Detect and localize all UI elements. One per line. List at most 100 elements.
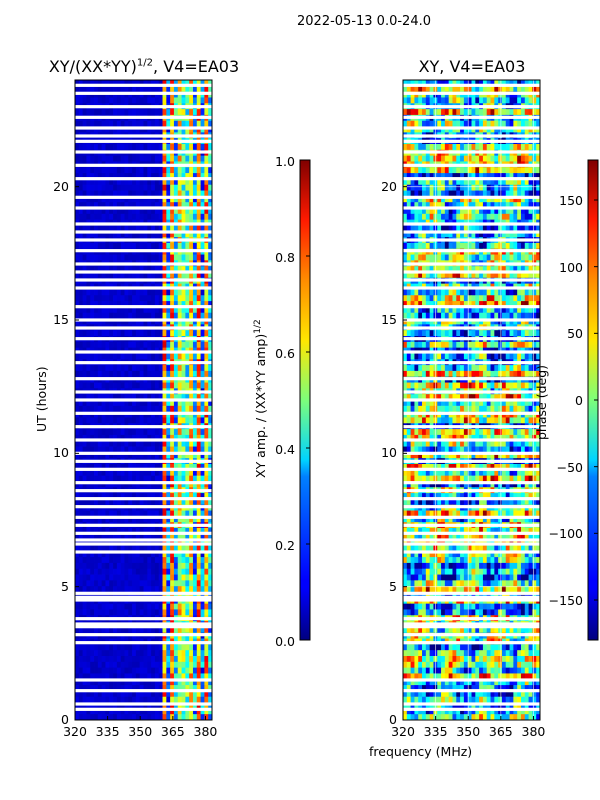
phase-cell: [418, 184, 423, 191]
phase-cell: [486, 173, 491, 180]
amp-cell: [196, 493, 201, 500]
amp-cell: [170, 365, 175, 372]
amp-cell: [143, 475, 148, 482]
amp-cell: [78, 80, 84, 87]
amp-cell: [196, 592, 201, 599]
amp-cell: [75, 469, 80, 477]
amp-cell: [170, 196, 175, 203]
amp-cell: [158, 353, 163, 360]
amp-cell: [109, 254, 114, 261]
phase-cell: [467, 167, 472, 174]
amp-cell: [120, 196, 125, 203]
amp-cell: [208, 341, 213, 349]
amp-cell: [97, 679, 103, 686]
phase-cell: [437, 80, 442, 87]
flagged-row: [75, 126, 212, 130]
amp-cell: [185, 318, 190, 325]
amp-cell: [196, 626, 201, 634]
phase-cell: [501, 80, 507, 87]
amp-cell: [147, 562, 152, 570]
amp-cell: [90, 266, 95, 273]
amp-cell: [208, 109, 213, 116]
amp-cell: [116, 353, 122, 360]
amp-cell: [154, 690, 160, 698]
amp-cell: [101, 80, 106, 87]
phase-cell: [406, 144, 412, 151]
amp-cell: [147, 452, 152, 459]
amp-cell: [135, 481, 141, 488]
amp-cell: [196, 120, 201, 127]
amp-cell: [132, 394, 137, 401]
amp-cell: [113, 295, 118, 302]
amp-cell: [132, 417, 137, 424]
amp-cell: [94, 318, 99, 325]
amp-cell: [158, 580, 163, 587]
amp-cell: [116, 155, 122, 162]
amp-cell: [208, 405, 213, 413]
amp-cell: [139, 301, 144, 308]
amp-cell: [147, 446, 152, 453]
amp-cell: [173, 656, 179, 663]
amp-cell: [204, 405, 209, 413]
amp-cell: [173, 644, 179, 651]
phase-cell: [513, 213, 518, 221]
amp-cell: [113, 289, 118, 296]
phase-cell: [524, 173, 529, 180]
amp-cell: [151, 301, 156, 308]
amp-cell: [154, 97, 160, 104]
amp-cell: [135, 167, 141, 174]
amp-cell: [82, 673, 87, 680]
amp-cell: [94, 551, 99, 558]
amp-cell: [173, 498, 179, 506]
phase-cell: [528, 126, 533, 133]
amp-cell: [189, 551, 194, 558]
amp-cell: [204, 97, 209, 104]
amp-cell: [116, 516, 122, 523]
amp-cell: [94, 626, 99, 634]
amp-cell: [204, 626, 209, 634]
amp-cell: [158, 650, 163, 657]
phase-cell: [429, 190, 434, 197]
amp-cell: [196, 603, 201, 610]
amp-cell: [139, 481, 144, 488]
amp-cell: [139, 580, 144, 587]
amp-cell: [75, 266, 80, 273]
amp-cell: [189, 400, 194, 407]
amp-cell: [185, 231, 190, 238]
amp-cell: [109, 85, 114, 93]
amp-cell: [208, 603, 213, 610]
amp-cell: [128, 603, 133, 610]
amp-cell: [90, 120, 95, 127]
amp-cell: [200, 440, 205, 447]
phase-cell: [414, 126, 419, 133]
amp-cell: [124, 545, 129, 552]
amp-cell: [189, 295, 194, 302]
amp-cell: [82, 586, 87, 593]
phase-cell: [452, 109, 457, 116]
amp-cell: [151, 626, 156, 634]
amp-cell: [90, 190, 95, 197]
flagged-row: [75, 177, 212, 181]
amp-cell: [151, 289, 156, 296]
amp-cell: [101, 365, 106, 372]
phase-cell: [524, 202, 529, 209]
amp-cell: [101, 213, 106, 221]
amp-cell: [143, 644, 148, 651]
phase-cell: [498, 167, 503, 174]
amp-cell: [132, 708, 137, 715]
amp-cell: [200, 667, 205, 674]
amp-cell: [177, 254, 182, 261]
amp-cell: [78, 301, 84, 308]
amp-cell: [154, 510, 160, 517]
amp-cell: [189, 708, 194, 715]
amp-cell: [124, 97, 129, 104]
amp-cell: [101, 603, 106, 610]
phase-cell: [524, 167, 529, 174]
phase-cell: [536, 208, 541, 215]
amp-cell: [189, 626, 194, 634]
phase-cell: [501, 155, 507, 162]
phase-cell: [444, 80, 450, 87]
amp-cell: [75, 405, 80, 413]
amp-cell: [135, 394, 141, 401]
amp-cell: [86, 434, 91, 442]
